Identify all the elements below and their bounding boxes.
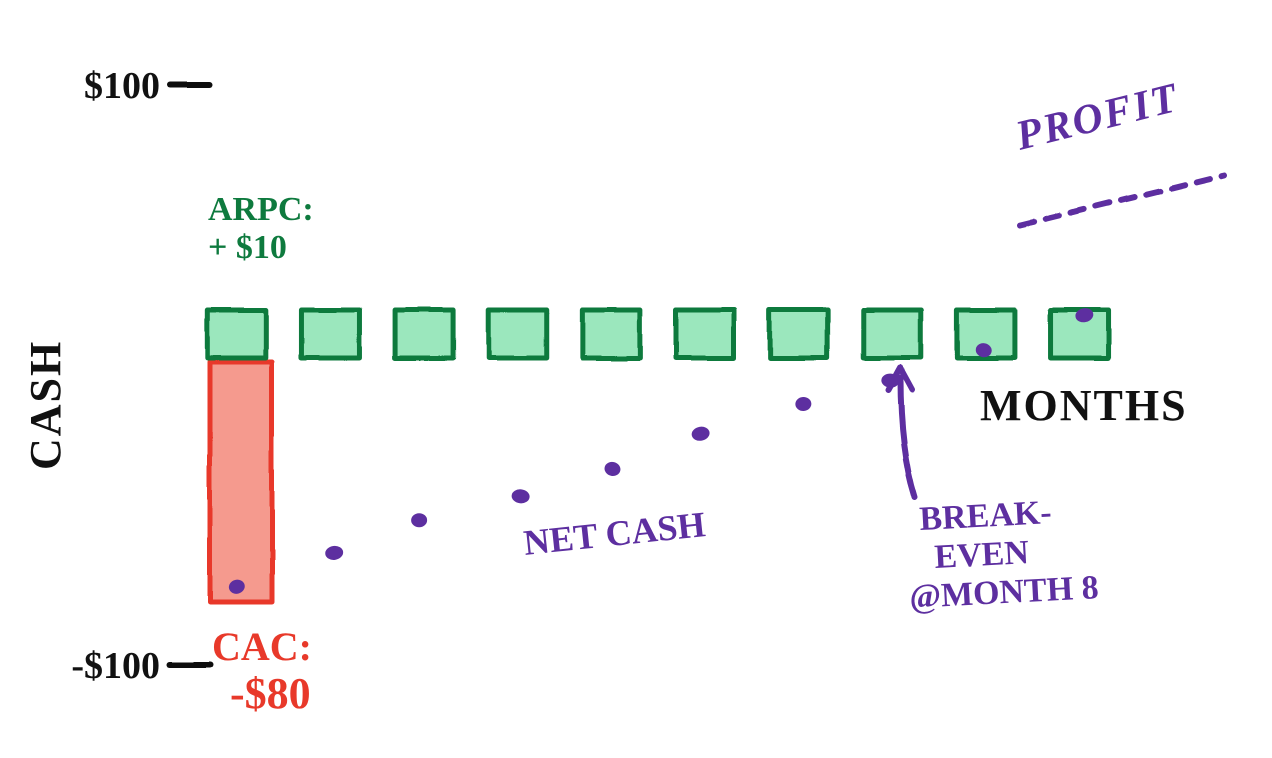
arpc-bar — [395, 310, 453, 358]
breakeven-annotation: BREAK- EVEN @MONTH 8 — [908, 494, 1099, 616]
profit-trend-line — [1020, 175, 1225, 225]
arpc-bar — [208, 310, 266, 358]
svg-text:BREAK-: BREAK- — [918, 494, 1052, 538]
svg-text:ARPC:: ARPC: — [208, 191, 314, 228]
svg-text:EVEN: EVEN — [933, 534, 1030, 576]
svg-text:+ $10: + $10 — [208, 229, 287, 266]
arpc-bar — [863, 310, 921, 358]
arpc-bar — [301, 310, 359, 358]
net-cash-point — [411, 513, 427, 527]
net-cash-point — [691, 425, 711, 442]
net-cash-point — [603, 460, 622, 477]
y-tick-label-top: $100 — [84, 65, 160, 107]
arpc-bar — [489, 310, 547, 358]
net-cash-point — [511, 488, 530, 504]
cac-annotation: CAC: -$80 — [212, 624, 312, 718]
breakeven-arrow — [888, 368, 915, 498]
arpc-bar — [676, 310, 734, 358]
arpc-bar — [582, 310, 640, 358]
profit-annotation: PROFIT — [1010, 75, 1184, 160]
svg-text:@MONTH 8: @MONTH 8 — [908, 569, 1099, 616]
net-cash-point — [795, 397, 812, 412]
y-tick-label-bottom: -$100 — [71, 645, 160, 687]
y-axis-label: CASH — [21, 340, 70, 470]
arpc-bar — [770, 310, 828, 358]
arpc-annotation: ARPC: + $10 — [208, 191, 314, 266]
svg-text:-$80: -$80 — [230, 669, 311, 718]
x-axis-label: MONTHS — [980, 381, 1188, 430]
net-cash-point — [324, 545, 344, 561]
svg-text:CAC:: CAC: — [212, 624, 312, 669]
net-cash-annotation: NET CASH — [522, 504, 708, 563]
cac-payback-chart: $100 -$100 CASH MONTHS ARPC: + $10 CAC: … — [0, 0, 1272, 758]
cac-bar — [210, 362, 272, 602]
arpc-bars — [208, 310, 1109, 358]
